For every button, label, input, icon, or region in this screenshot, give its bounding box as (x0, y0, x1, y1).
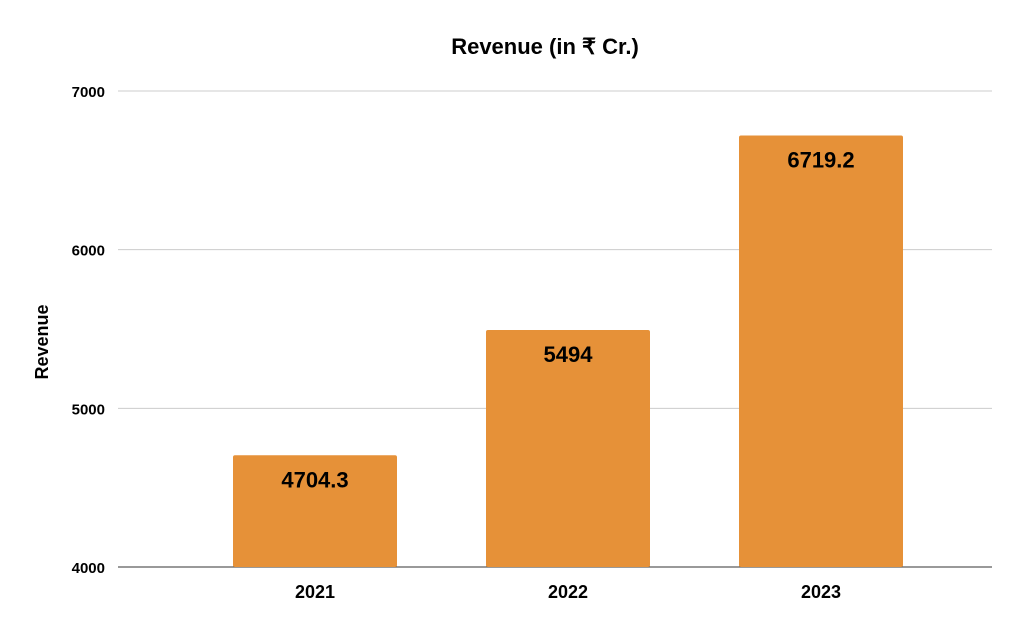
y-tick-label: 6000 (72, 243, 105, 260)
bar-2021 (233, 455, 397, 567)
bar-2022 (486, 329, 650, 567)
x-tick-labels: 2021 2022 2023 (295, 582, 841, 602)
y-tick-labels: 4000 5000 6000 7000 (72, 84, 105, 577)
y-tick-label: 4000 (72, 560, 105, 577)
chart-title: Revenue (in ₹ Cr.) (451, 34, 639, 59)
data-label: 5494 (544, 342, 594, 367)
y-tick-label: 7000 (72, 84, 105, 101)
data-label: 6719.2 (787, 148, 854, 173)
y-axis-label: Revenue (32, 304, 52, 379)
x-tick-label: 2022 (548, 582, 588, 602)
y-tick-label: 5000 (72, 401, 105, 418)
bars: 4704.3 5494 6719.2 (233, 135, 903, 568)
data-label: 4704.3 (281, 467, 348, 492)
bar-2023 (739, 135, 903, 568)
x-tick-label: 2021 (295, 582, 335, 602)
x-tick-label: 2023 (801, 582, 841, 602)
